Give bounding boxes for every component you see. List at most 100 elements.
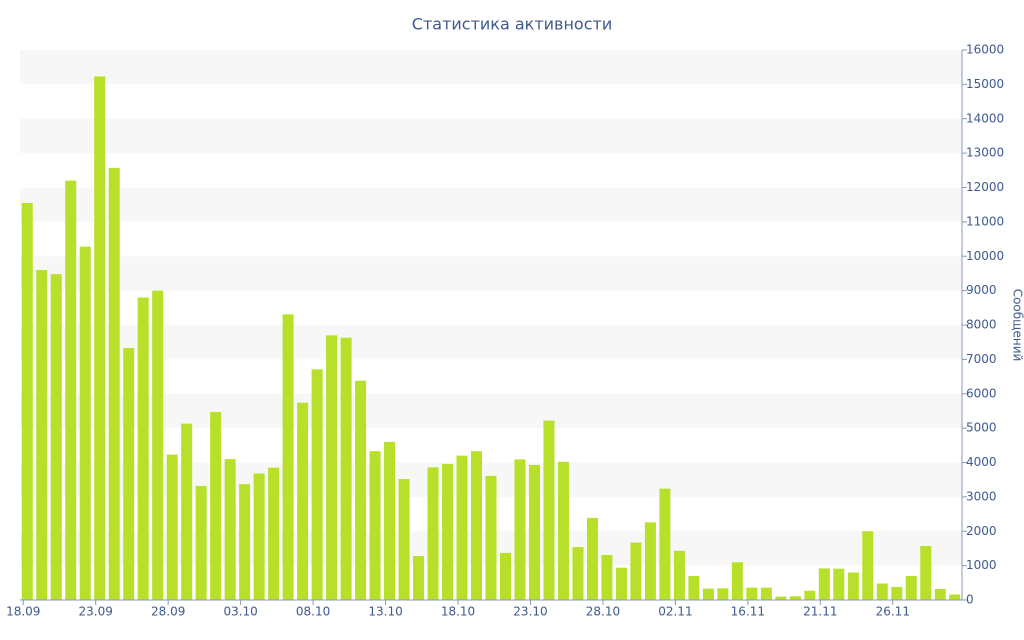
bar	[528, 464, 540, 600]
bar	[50, 274, 62, 600]
bar	[891, 586, 903, 600]
bar	[717, 588, 729, 600]
bar	[760, 587, 772, 600]
x-tick-label: 28.09	[151, 605, 185, 619]
bar	[108, 167, 120, 600]
bar	[514, 459, 526, 600]
bar	[181, 423, 193, 600]
bar	[456, 455, 468, 600]
grid-band	[20, 256, 962, 291]
x-tick-label: 13.10	[368, 605, 402, 619]
bar	[688, 575, 700, 600]
bar	[557, 461, 569, 600]
y-tick-label: 14000	[966, 111, 1004, 125]
bar	[239, 484, 251, 600]
bar	[746, 587, 758, 600]
grid-band	[20, 393, 962, 429]
bar	[659, 488, 671, 600]
x-tick-label: 21.11	[803, 605, 837, 619]
bar	[79, 246, 91, 600]
y-tick-label: 11000	[966, 214, 1004, 228]
y-tick-label: 1000	[966, 558, 997, 572]
y-tick-label: 8000	[966, 318, 997, 332]
bar	[384, 441, 396, 600]
bar	[297, 402, 309, 600]
y-tick-label: 9000	[966, 283, 997, 297]
grid-band	[20, 50, 962, 85]
bar	[152, 290, 164, 600]
x-tick-label: 18.09	[6, 605, 40, 619]
y-tick-label: 15000	[966, 77, 1004, 91]
bar	[268, 467, 280, 600]
x-tick-label: 03.10	[223, 605, 257, 619]
bar	[94, 76, 106, 600]
bar	[630, 542, 642, 600]
bar	[920, 546, 932, 600]
bar	[369, 451, 381, 600]
bar	[282, 314, 294, 600]
y-tick-label: 2000	[966, 524, 997, 538]
bar	[65, 180, 77, 600]
bar	[326, 335, 338, 600]
bar	[833, 568, 845, 600]
bar	[876, 583, 888, 600]
bar	[789, 596, 801, 600]
bar	[471, 451, 483, 600]
y-tick-label: 16000	[966, 43, 1004, 57]
bar	[311, 369, 323, 600]
bar	[398, 479, 410, 600]
y-tick-label: 0	[966, 593, 974, 607]
bar	[427, 467, 439, 600]
bar	[862, 531, 874, 600]
bar	[702, 588, 714, 600]
bar	[485, 475, 497, 600]
grid-band	[20, 187, 962, 222]
bar	[195, 485, 207, 600]
bar	[543, 420, 555, 600]
bar	[572, 547, 584, 600]
chart-title: Статистика активности	[412, 15, 612, 34]
bar	[673, 550, 685, 600]
y-tick-label: 12000	[966, 180, 1004, 194]
x-tick-label: 02.11	[658, 605, 692, 619]
bar	[36, 270, 48, 600]
bar	[224, 459, 236, 600]
x-tick-label: 08.10	[296, 605, 330, 619]
x-tick-label: 18.10	[441, 605, 475, 619]
bar	[949, 594, 961, 600]
bar	[123, 348, 135, 600]
bar	[499, 552, 511, 600]
bar	[355, 380, 367, 600]
grid-band	[20, 325, 962, 360]
x-tick-label: 16.11	[731, 605, 765, 619]
x-tick-label: 26.11	[876, 605, 910, 619]
bar	[340, 337, 352, 600]
bar	[818, 568, 830, 600]
y-tick-label: 4000	[966, 455, 997, 469]
bar	[615, 567, 627, 600]
bar	[586, 517, 598, 600]
y-tick-label: 7000	[966, 352, 997, 366]
bar	[413, 556, 425, 600]
y-tick-label: 6000	[966, 386, 997, 400]
y-axis-label: Сообщений	[1011, 289, 1024, 362]
bar	[137, 297, 149, 600]
y-tick-label: 3000	[966, 489, 997, 503]
bar	[934, 589, 946, 600]
x-tick-label: 23.09	[79, 605, 113, 619]
bar	[210, 411, 222, 600]
grid-band	[20, 118, 962, 154]
bar	[601, 554, 613, 600]
bar	[442, 463, 454, 600]
bar	[731, 562, 743, 600]
y-tick-label: 5000	[966, 421, 997, 435]
bar	[905, 575, 917, 600]
y-tick-label: 13000	[966, 146, 1004, 160]
bar	[804, 590, 816, 600]
x-tick-label: 23.10	[513, 605, 547, 619]
bar	[775, 596, 787, 600]
x-tick-label: 28.10	[586, 605, 620, 619]
y-tick-label: 10000	[966, 249, 1004, 263]
bar	[253, 473, 265, 600]
